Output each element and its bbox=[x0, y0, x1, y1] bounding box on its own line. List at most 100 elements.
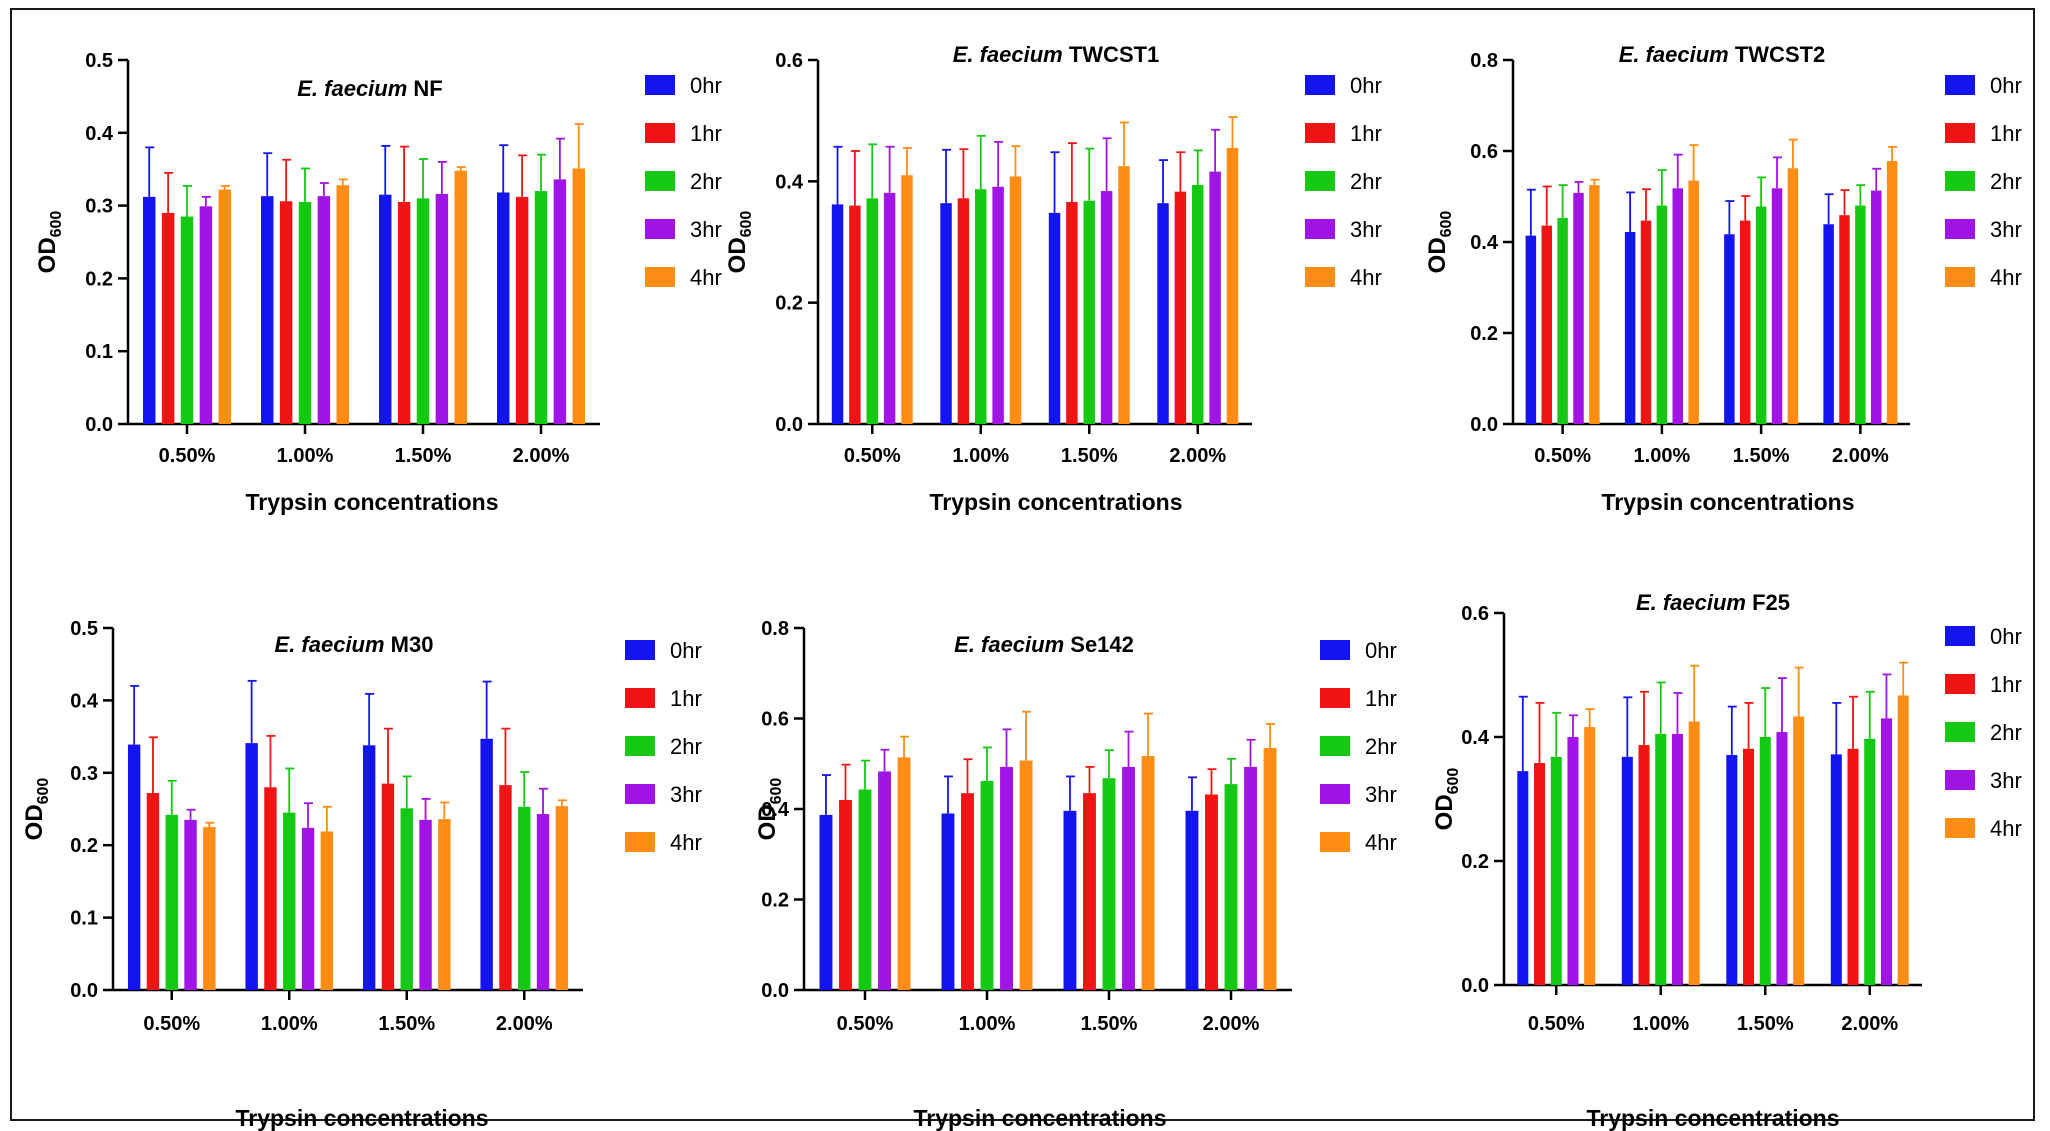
bar-1hr-1.50% bbox=[1740, 220, 1751, 424]
legend-swatch-1hr bbox=[1305, 123, 1335, 143]
chart-title-species: E. faecium bbox=[954, 632, 1064, 657]
x-axis-label: Trypsin concentrations bbox=[235, 1105, 488, 1131]
bar-4hr-1.50% bbox=[1793, 716, 1805, 985]
legend-swatch-0hr bbox=[625, 640, 655, 660]
bar-0hr-0.50% bbox=[819, 814, 833, 990]
bar-0hr-1.50% bbox=[1063, 810, 1077, 990]
bar-0hr-2.00% bbox=[1823, 224, 1834, 424]
legend-swatch-4hr bbox=[645, 267, 675, 287]
bar-2hr-0.50% bbox=[1557, 217, 1568, 424]
legend-label-4hr: 4hr bbox=[670, 830, 702, 855]
bar-0hr-0.50% bbox=[831, 204, 844, 424]
y-axis-label: OD600 bbox=[21, 778, 52, 841]
bar-2hr-0.50% bbox=[180, 216, 194, 424]
x-tick-label: 1.50% bbox=[1061, 445, 1118, 467]
bar-2hr-1.00% bbox=[1655, 733, 1667, 985]
y-axis-label-main: OD bbox=[1431, 794, 1458, 830]
bar-4hr-2.00% bbox=[1886, 161, 1898, 424]
legend: 0hr 1hr 2hr 3hr 4hr bbox=[625, 638, 702, 855]
bar-4hr-0.50% bbox=[203, 827, 216, 990]
bar-4hr-0.50% bbox=[901, 175, 913, 424]
bar-1hr-1.50% bbox=[381, 783, 395, 990]
legend-swatch-1hr bbox=[1945, 674, 1975, 694]
x-axis-label: Trypsin concentrations bbox=[1586, 1105, 1839, 1131]
chart-title-species: E. faecium bbox=[275, 632, 385, 657]
bar-3hr-2.00% bbox=[1871, 190, 1882, 424]
bar-2hr-2.00% bbox=[518, 806, 531, 990]
y-tick-label: 0.6 bbox=[1470, 141, 1498, 163]
chart-title-strain: Se142 bbox=[1064, 632, 1134, 657]
bar-3hr-0.50% bbox=[883, 192, 896, 424]
bar-2hr-1.00% bbox=[980, 780, 994, 990]
bar-3hr-1.50% bbox=[419, 819, 432, 990]
bar-3hr-2.00% bbox=[553, 179, 567, 424]
legend-swatch-4hr bbox=[1945, 267, 1975, 287]
chart-title-species: E. faecium bbox=[1636, 590, 1746, 615]
y-tick-label: 0.2 bbox=[761, 890, 789, 912]
bar-0hr-2.00% bbox=[480, 738, 493, 990]
legend-swatch-1hr bbox=[625, 688, 655, 708]
legend-swatch-1hr bbox=[645, 123, 675, 143]
chart-panel-Se142: E. faecium Se142 0.0 0.2 0.4 0.6 0.8 0.50% 1.00… bbox=[754, 618, 1397, 1131]
x-tick-label: 0.50% bbox=[143, 1013, 200, 1035]
bar-3hr-0.50% bbox=[199, 206, 213, 424]
chart-title: E. faecium Se142 bbox=[954, 632, 1134, 657]
legend-swatch-1hr bbox=[1945, 123, 1975, 143]
bar-0hr-1.00% bbox=[261, 196, 274, 424]
x-axis-label: Trypsin concentrations bbox=[1601, 489, 1854, 515]
bar-1hr-1.00% bbox=[957, 198, 970, 424]
legend-label-1hr: 1hr bbox=[670, 686, 702, 711]
legend-label-1hr: 1hr bbox=[1350, 121, 1382, 146]
legend-swatch-2hr bbox=[1320, 736, 1350, 756]
legend-label-2hr: 2hr bbox=[690, 169, 722, 194]
x-tick-label: 2.00% bbox=[1169, 445, 1226, 467]
legend-swatch-2hr bbox=[645, 171, 675, 191]
bar-2hr-0.50% bbox=[858, 789, 872, 990]
bar-3hr-1.00% bbox=[992, 186, 1004, 424]
x-tick-label: 1.00% bbox=[261, 1013, 318, 1035]
bar-2hr-2.00% bbox=[1192, 184, 1204, 424]
bar-1hr-2.00% bbox=[515, 196, 529, 424]
y-tick-label: 0.8 bbox=[761, 618, 789, 640]
bar-0hr-1.50% bbox=[362, 745, 376, 990]
y-tick-label: 0.0 bbox=[1470, 414, 1498, 436]
bar-0hr-1.50% bbox=[1048, 212, 1061, 424]
bar-0hr-1.00% bbox=[1624, 231, 1636, 424]
bar-2hr-1.00% bbox=[975, 189, 987, 424]
bar-0hr-1.00% bbox=[245, 743, 258, 990]
x-axis-label: Trypsin concentrations bbox=[245, 489, 498, 515]
bar-4hr-1.50% bbox=[1141, 756, 1155, 990]
bar-3hr-2.00% bbox=[1880, 718, 1892, 985]
y-axis-label-subscript: 600 bbox=[48, 211, 65, 238]
y-tick-label: 0.6 bbox=[775, 50, 803, 72]
chart-title: E. faecium F25 bbox=[1636, 590, 1790, 615]
bar-3hr-1.50% bbox=[1100, 191, 1113, 424]
y-axis-label-subscript: 600 bbox=[35, 778, 52, 805]
bar-1hr-1.00% bbox=[279, 201, 293, 424]
legend-label-2hr: 2hr bbox=[1990, 720, 2022, 745]
y-axis-label: OD600 bbox=[1431, 768, 1462, 831]
bar-1hr-2.00% bbox=[1847, 748, 1859, 985]
bar-1hr-0.50% bbox=[146, 793, 160, 990]
y-axis-label-main: OD bbox=[754, 804, 781, 840]
legend-label-0hr: 0hr bbox=[1990, 73, 2022, 98]
legend-label-1hr: 1hr bbox=[1990, 121, 2022, 146]
bar-1hr-1.00% bbox=[1638, 745, 1650, 985]
legend-label-0hr: 0hr bbox=[690, 73, 722, 98]
bar-2hr-1.50% bbox=[416, 198, 430, 424]
chart-title-strain: NF bbox=[407, 76, 442, 101]
bar-0hr-0.50% bbox=[127, 744, 141, 990]
y-axis-label: OD600 bbox=[724, 211, 755, 274]
legend-label-4hr: 4hr bbox=[1990, 816, 2022, 841]
bar-1hr-0.50% bbox=[161, 212, 175, 424]
bar-1hr-2.00% bbox=[1839, 215, 1850, 424]
y-tick-label: 0.1 bbox=[70, 908, 98, 930]
y-tick-label: 0.4 bbox=[70, 690, 99, 712]
y-tick-label: 0.4 bbox=[761, 799, 790, 821]
bar-1hr-2.00% bbox=[1174, 191, 1187, 424]
bar-2hr-0.50% bbox=[866, 198, 878, 424]
bar-1hr-0.50% bbox=[839, 799, 852, 990]
bar-3hr-1.00% bbox=[317, 196, 331, 424]
bar-1hr-2.00% bbox=[499, 785, 512, 990]
y-tick-label: 0.3 bbox=[85, 196, 113, 218]
